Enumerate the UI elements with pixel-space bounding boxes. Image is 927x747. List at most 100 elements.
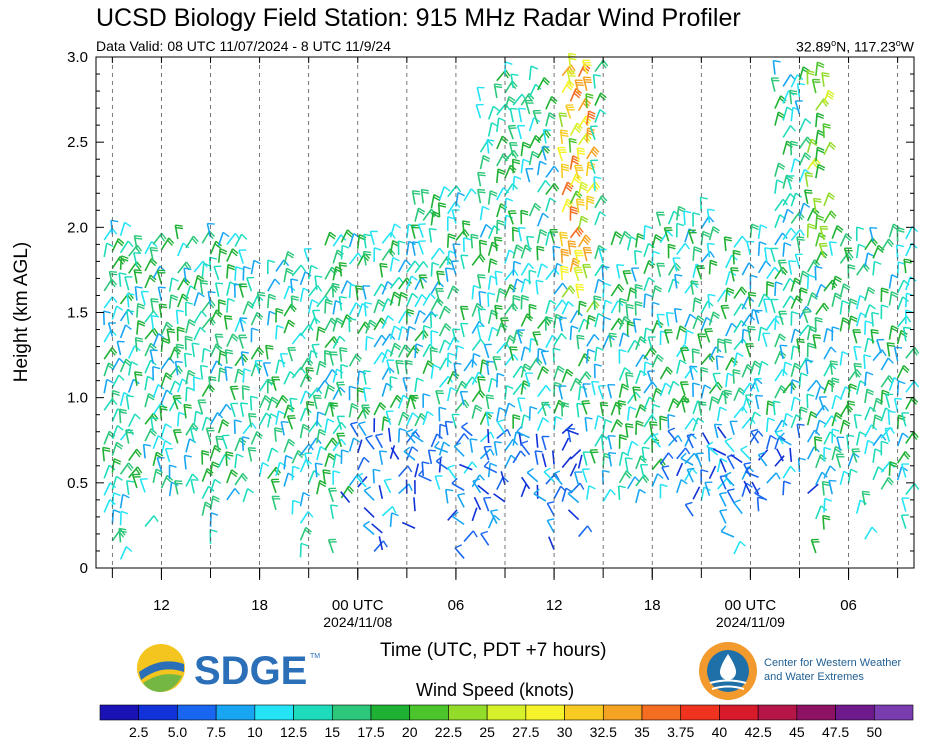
barb-staff — [493, 83, 498, 98]
barb-staff — [733, 406, 744, 419]
barb-staff — [378, 536, 384, 551]
barb-feather — [847, 402, 856, 406]
barb-staff — [430, 281, 440, 294]
barb-feather — [218, 299, 226, 303]
barb-feather — [479, 389, 486, 397]
barb-feather — [639, 406, 646, 412]
barb-staff — [164, 448, 171, 463]
barb-feather — [364, 321, 371, 328]
wind-barb — [414, 329, 429, 342]
barb-feather — [790, 227, 797, 235]
barb-feather — [363, 408, 370, 415]
wind-barb — [836, 436, 845, 451]
wind-barb — [489, 509, 498, 525]
barb-staff — [437, 202, 441, 217]
barb-feather — [490, 190, 498, 195]
wind-barb — [287, 346, 297, 362]
wind-barb — [340, 485, 355, 499]
barb-staff — [201, 468, 209, 482]
barb-staff — [103, 227, 113, 241]
barb-staff — [558, 317, 564, 332]
barb-feather — [159, 305, 168, 309]
barb-feather — [882, 389, 890, 394]
wind-barb — [632, 318, 642, 333]
wind-barb — [584, 416, 593, 432]
barb-feather — [290, 397, 298, 401]
wind-barb — [118, 527, 127, 543]
barb-staff — [602, 300, 607, 315]
barb-feather — [692, 211, 701, 216]
wind-barb — [414, 343, 424, 358]
barb-staff — [535, 433, 539, 448]
barb-feather — [830, 362, 839, 366]
barb-staff — [226, 281, 231, 296]
wind-barb — [573, 266, 584, 282]
barb-staff — [872, 245, 880, 259]
barb-staff — [542, 129, 547, 144]
barb-feather — [444, 305, 452, 312]
barb-feather — [478, 174, 486, 177]
wind-barb — [418, 274, 428, 289]
barb-staff — [782, 209, 789, 223]
barb-staff — [496, 342, 507, 354]
barb-staff — [602, 283, 605, 298]
barb-staff — [242, 368, 245, 383]
barb-feather — [707, 208, 715, 212]
wind-barb — [864, 304, 876, 319]
wind-barb — [589, 159, 598, 175]
barb-staff — [327, 539, 334, 554]
wind-barb — [856, 263, 870, 276]
barb-feather — [588, 485, 596, 490]
wind-barb — [299, 526, 312, 541]
barb-staff — [815, 250, 823, 264]
barb-feather — [332, 282, 340, 286]
wind-barb — [480, 530, 490, 546]
barb-staff — [451, 209, 457, 224]
wind-barb — [234, 318, 247, 333]
barb-feather — [756, 378, 763, 385]
wind-barb — [888, 461, 898, 476]
barb-feather — [652, 403, 661, 408]
wind-barb — [610, 419, 624, 433]
wind-barb — [813, 436, 823, 451]
barb-staff — [209, 495, 214, 510]
wind-barb — [871, 311, 880, 327]
barb-staff — [128, 413, 136, 427]
barb-feather — [846, 434, 855, 438]
barb-staff — [790, 74, 799, 88]
barb-staff — [469, 438, 474, 453]
barb-feather — [561, 253, 569, 257]
barb-feather — [731, 322, 738, 329]
barb-feather — [451, 477, 458, 484]
wind-barb — [610, 231, 623, 246]
wind-barb — [266, 413, 278, 428]
barb-feather — [748, 294, 757, 297]
barb-staff — [125, 395, 130, 410]
barb-feather — [404, 344, 411, 351]
barb-feather — [618, 283, 625, 291]
wind-barb — [404, 359, 413, 375]
barb-staff — [473, 496, 482, 511]
barb-feather — [870, 239, 877, 247]
barb-feather — [753, 362, 761, 369]
wind-barb — [729, 420, 738, 435]
barb-staff — [766, 317, 776, 331]
barb-feather — [583, 355, 590, 362]
barb-staff — [569, 257, 575, 272]
barb-staff — [692, 263, 698, 278]
barb-staff — [798, 357, 808, 371]
barb-staff — [798, 324, 809, 337]
barb-staff — [855, 295, 861, 310]
wind-barb — [718, 491, 727, 507]
wind-barb — [725, 322, 738, 337]
wind-barb — [444, 267, 454, 283]
barb-staff — [536, 417, 544, 431]
wind-barb — [533, 488, 547, 502]
wind-barb — [217, 299, 226, 314]
wind-barb — [438, 186, 451, 201]
barb-staff — [545, 165, 555, 178]
wind-barb — [561, 456, 572, 469]
barb-feather — [626, 306, 634, 310]
barb-feather — [116, 305, 124, 311]
barb-feather — [159, 303, 167, 306]
